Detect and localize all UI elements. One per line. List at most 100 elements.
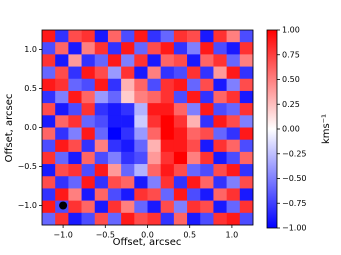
pixel [147, 176, 161, 189]
pixel [94, 212, 109, 226]
pixel [147, 66, 161, 80]
pixel [147, 139, 161, 153]
pixel [121, 90, 135, 104]
colorbar-tick-label: 0.25 [282, 100, 300, 109]
pixel [55, 212, 69, 226]
pixel [81, 115, 96, 128]
pixel [173, 212, 188, 226]
pixel [147, 78, 161, 92]
pixel [121, 54, 135, 67]
colorbar-tick-label: −0.75 [282, 199, 307, 208]
pixel [213, 103, 227, 116]
pixel [147, 212, 161, 226]
pixel [147, 200, 161, 214]
pixel [107, 30, 122, 43]
x-tick-label: −1.0 [53, 231, 72, 240]
pixel [121, 151, 135, 165]
pixel [81, 78, 96, 92]
pixel [187, 164, 201, 177]
pixel [121, 176, 135, 189]
pixel [173, 151, 188, 165]
pixel [226, 66, 241, 80]
pixel [226, 30, 241, 43]
pixel [200, 54, 214, 67]
colorbar-tick-label: 0.50 [282, 75, 300, 84]
pixel [81, 139, 96, 153]
pixel [160, 90, 175, 104]
pixel [200, 30, 214, 43]
pixel [55, 103, 69, 116]
pixel [226, 115, 241, 128]
pixel [239, 90, 254, 104]
pixel [68, 139, 82, 153]
pixel [107, 78, 122, 92]
pixel [68, 200, 82, 214]
pixel [173, 78, 188, 92]
pixel [226, 139, 241, 153]
pixel [68, 30, 82, 43]
pixel [121, 103, 135, 116]
pixel [81, 200, 96, 214]
pixel [107, 164, 122, 177]
pixel [121, 139, 135, 153]
pixel [55, 188, 69, 201]
pixel [173, 188, 188, 201]
pixel [147, 115, 161, 128]
pixel [42, 127, 56, 140]
pixel [187, 42, 201, 55]
pixel [134, 127, 148, 140]
pixel [94, 54, 109, 67]
pixel [187, 30, 201, 43]
pixel [134, 103, 148, 116]
pixel [42, 188, 56, 201]
pixel [173, 127, 188, 140]
pixel [226, 78, 241, 92]
pixel [134, 66, 148, 80]
pixel [121, 127, 135, 140]
pixel [160, 30, 175, 43]
pixel [147, 164, 161, 177]
pixel [134, 139, 148, 153]
pixel [160, 139, 175, 153]
pixel [68, 176, 82, 189]
pixel [81, 176, 96, 189]
pixel [160, 151, 175, 165]
pixel [68, 78, 82, 92]
pixel [107, 176, 122, 189]
x-tick-label: −0.5 [96, 231, 115, 240]
pixel [55, 54, 69, 67]
pixel [160, 176, 175, 189]
pixel [187, 176, 201, 189]
pixel [160, 212, 175, 226]
pixel [213, 127, 227, 140]
pixel [213, 212, 227, 226]
pixel [68, 127, 82, 140]
pixel [200, 212, 214, 226]
pixel [55, 30, 69, 43]
pixel [42, 212, 56, 226]
pixel [200, 151, 214, 165]
pixel [226, 151, 241, 165]
pixel [187, 54, 201, 67]
pixel [187, 139, 201, 153]
pixel [213, 90, 227, 104]
pixel [239, 42, 254, 55]
colorbar-tick-label: 0.00 [282, 125, 300, 134]
pixel [200, 42, 214, 55]
pixel [134, 164, 148, 177]
pixel [94, 103, 109, 116]
pixel [81, 151, 96, 165]
pixel [121, 164, 135, 177]
pixel [213, 54, 227, 67]
pixel [55, 42, 69, 55]
pixel [187, 115, 201, 128]
pixel [173, 176, 188, 189]
pixel [226, 127, 241, 140]
pixel [68, 164, 82, 177]
pixel [239, 139, 254, 153]
pixel [42, 200, 56, 214]
pixel [134, 90, 148, 104]
pixel [134, 151, 148, 165]
pixel [68, 90, 82, 104]
